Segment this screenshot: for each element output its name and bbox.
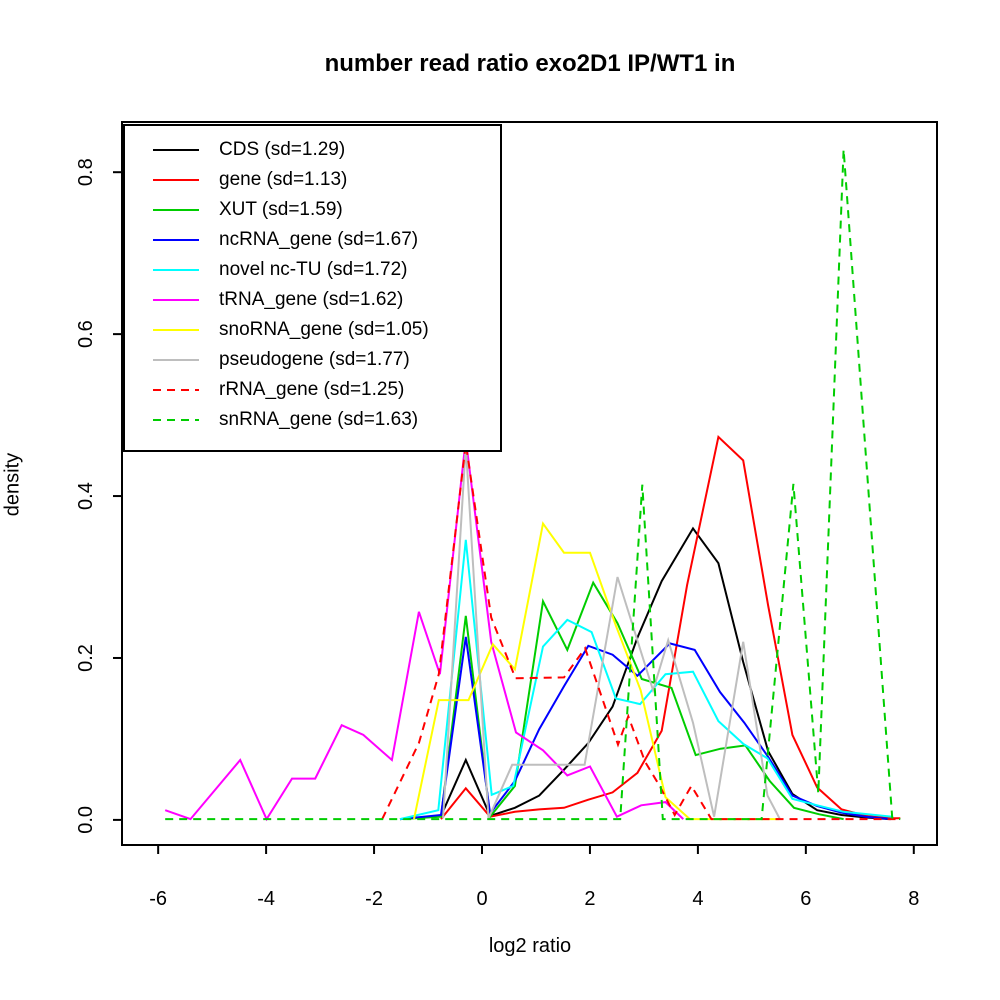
legend-line-sample [153, 297, 199, 303]
legend-label: novel nc-TU (sd=1.72) [219, 259, 408, 280]
legend-label: snoRNA_gene (sd=1.05) [219, 319, 429, 340]
x-tick-label: 0 [476, 888, 487, 910]
x-tick-label: -4 [257, 888, 275, 910]
legend-line-sample [153, 147, 199, 153]
legend-item: rRNA_gene (sd=1.25) [125, 375, 500, 405]
x-tick-label: 8 [908, 888, 919, 910]
x-tick-label: 4 [692, 888, 703, 910]
y-tick-label: 0.6 [75, 320, 97, 348]
x-tick-label: -6 [149, 888, 167, 910]
legend-label: rRNA_gene (sd=1.25) [219, 379, 405, 400]
legend-label: snRNA_gene (sd=1.63) [219, 409, 419, 430]
legend-line-sample [153, 177, 199, 183]
legend-line-sample [153, 267, 199, 273]
y-tick-label: 0.2 [75, 644, 97, 672]
x-tick-label: 6 [800, 888, 811, 910]
legend-label: gene (sd=1.13) [219, 169, 348, 190]
series-line-trna-gene [164, 439, 684, 822]
legend-item: snRNA_gene (sd=1.63) [125, 405, 500, 435]
legend-label: ncRNA_gene (sd=1.67) [219, 229, 419, 250]
x-axis-title: log2 ratio [488, 935, 572, 957]
legend-item: snoRNA_gene (sd=1.05) [125, 315, 500, 345]
legend-line-sample [153, 387, 199, 393]
legend-line-sample [153, 237, 199, 243]
legend: CDS (sd=1.29) gene (sd=1.13) XUT (sd=1.59)… [123, 124, 502, 452]
legend-item: tRNA_gene (sd=1.62) [125, 285, 500, 315]
y-tick-label: 0.8 [75, 158, 97, 186]
series-line-gene [440, 434, 901, 820]
legend-label: tRNA_gene (sd=1.62) [219, 289, 404, 310]
x-tick-label: 2 [584, 888, 595, 910]
y-tick-label: 0.0 [75, 806, 97, 834]
series-line-snorna-gene [413, 521, 779, 821]
y-axis-title: density [1, 452, 24, 517]
legend-line-sample [153, 417, 199, 423]
x-tick-label: -2 [365, 888, 383, 910]
legend-line-sample [153, 207, 199, 213]
legend-item: novel nc-TU (sd=1.72) [125, 255, 500, 285]
legend-item: pseudogene (sd=1.77) [125, 345, 500, 375]
series-line-snrna-gene [165, 149, 901, 821]
legend-item: CDS (sd=1.29) [125, 135, 500, 165]
legend-label: XUT (sd=1.59) [219, 199, 343, 220]
y-tick-label: 0.4 [75, 482, 97, 510]
chart-title: number read ratio exo2D1 IP/WT1 in [324, 50, 736, 77]
series-line-pseudogene [442, 445, 781, 820]
legend-line-sample [153, 327, 199, 333]
legend-item: XUT (sd=1.59) [125, 195, 500, 225]
plot-border [121, 121, 938, 846]
legend-label: pseudogene (sd=1.77) [219, 349, 410, 370]
legend-line-sample [153, 357, 199, 363]
legend-item: ncRNA_gene (sd=1.67) [125, 225, 500, 255]
legend-item: gene (sd=1.13) [125, 165, 500, 195]
series-line-rrna-gene [381, 443, 901, 821]
legend-label: CDS (sd=1.29) [219, 139, 346, 160]
